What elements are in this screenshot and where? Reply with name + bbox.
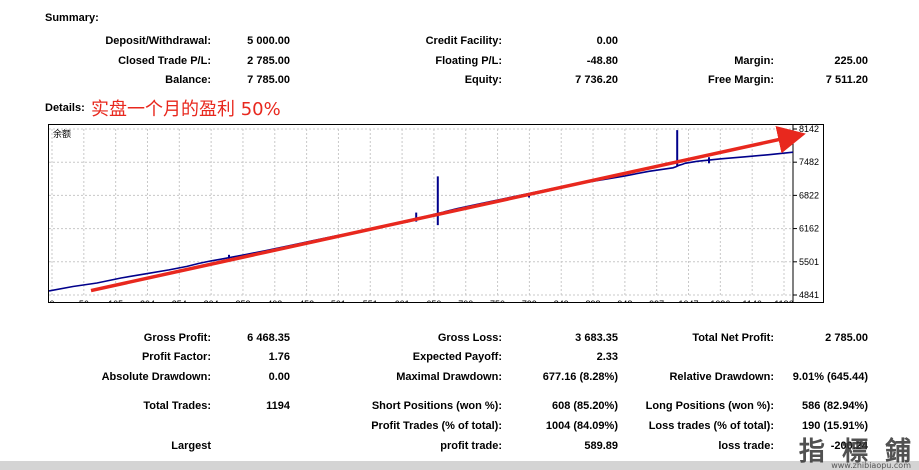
largest-profit-trade-value: 589.89 xyxy=(584,440,618,452)
short-positions-value: 608 (85.20%) xyxy=(551,400,618,412)
x-tick-label: 56 xyxy=(79,299,89,302)
balance-value: 7 785.00 xyxy=(247,74,290,86)
margin-label: Margin: xyxy=(734,55,774,67)
long-positions-label: Long Positions (won %): xyxy=(645,400,774,412)
gross-loss-value: 3 683.35 xyxy=(575,332,618,344)
equity-label: Equity: xyxy=(464,74,502,86)
x-tick-label: 948 xyxy=(617,299,632,302)
x-tick-label: 353 xyxy=(235,299,250,302)
credit-label: Credit Facility: xyxy=(425,35,502,47)
relative-drawdown-label: Relative Drawdown: xyxy=(669,371,774,383)
x-tick-label: 403 xyxy=(267,299,282,302)
x-tick-label: 750 xyxy=(490,299,505,302)
free-margin-label: Free Margin: xyxy=(707,74,774,86)
deposit-label: Deposit/Withdrawal: xyxy=(105,35,211,47)
total-net-profit-label: Total Net Profit: xyxy=(692,332,774,344)
x-tick-label: 501 xyxy=(331,299,346,302)
absolute-drawdown-value: 0.00 xyxy=(268,371,290,383)
balance-series-line xyxy=(48,151,794,292)
gross-profit-label: Gross Profit: xyxy=(143,332,211,344)
x-tick-label: 0 xyxy=(49,299,54,302)
x-tick-label: 1096 xyxy=(710,299,730,302)
y-tick-label: 6162 xyxy=(799,224,819,234)
details-title: Details: xyxy=(45,102,85,114)
x-tick-label: 452 xyxy=(299,299,314,302)
x-tick-label: 700 xyxy=(458,299,473,302)
expected-payoff-label: Expected Payoff: xyxy=(412,351,502,363)
floating-label: Floating P/L: xyxy=(435,55,502,67)
free-margin-value: 7 511.20 xyxy=(825,74,868,86)
total-trades-value: 1194 xyxy=(266,400,290,412)
x-tick-label: 254 xyxy=(172,299,187,302)
floating-value: -48.80 xyxy=(586,55,618,67)
short-positions-label: Short Positions (won %): xyxy=(371,400,502,412)
profit-trades-value: 1004 (84.09%) xyxy=(545,420,618,432)
x-tick-label: 1146 xyxy=(742,299,761,302)
loss-trades-value: 190 (15.91%) xyxy=(801,420,868,432)
x-tick-label: 650 xyxy=(426,299,441,302)
x-tick-label: 304 xyxy=(204,299,219,302)
trend-arrow xyxy=(90,125,806,293)
y-tick-label: 7482 xyxy=(799,157,819,167)
relative-drawdown-value: 9.01% (645.44) xyxy=(792,371,868,383)
watermark-url: www.zhibiaopu.com xyxy=(831,461,911,470)
gross-loss-label: Gross Loss: xyxy=(437,332,502,344)
x-tick-label: 997 xyxy=(649,299,664,302)
x-tick-label: 898 xyxy=(586,299,601,302)
gross-profit-value: 6 468.35 xyxy=(247,332,290,344)
x-tick-label: 1196 xyxy=(774,299,793,302)
x-tick-label: 204 xyxy=(140,299,155,302)
summary-title: Summary: xyxy=(45,12,99,24)
profit-trades-label: Profit Trades (% of total): xyxy=(371,420,502,432)
maximal-drawdown-value: 677.16 (8.28%) xyxy=(542,371,618,383)
maximal-drawdown-label: Maximal Drawdown: xyxy=(396,371,502,383)
balance-chart: 8142 7482 6822 6162 5501 4841 0 56 105 204 254 304 3… xyxy=(48,124,824,309)
credit-value: 0.00 xyxy=(596,35,618,47)
y-tick-label: 4841 xyxy=(799,290,819,300)
expected-payoff-value: 2.33 xyxy=(596,351,618,363)
deposit-value: 5 000.00 xyxy=(247,35,290,47)
watermark-logo: 指 標 鋪 xyxy=(798,437,915,467)
closed-pl-label: Closed Trade P/L: xyxy=(118,55,211,67)
profit-factor-label: Profit Factor: xyxy=(141,351,211,363)
x-tick-label: 849 xyxy=(554,299,569,302)
profit-annotation: 实盘一个月的盈利 50% xyxy=(91,99,281,120)
x-tick-label: 1047 xyxy=(679,299,699,302)
total-net-profit-value: 2 785.00 xyxy=(825,332,868,344)
equity-value: 7 736.20 xyxy=(575,74,618,86)
balance-label: Balance: xyxy=(165,74,211,86)
largest-loss-trade-label: loss trade: xyxy=(718,440,774,452)
x-tick-label: 799 xyxy=(522,299,537,302)
x-tick-label: 105 xyxy=(108,299,123,302)
largest-label: Largest xyxy=(171,440,211,452)
y-tick-label: 8142 xyxy=(799,125,819,134)
long-positions-value: 586 (82.94%) xyxy=(801,400,868,412)
closed-pl-value: 2 785.00 xyxy=(247,55,290,67)
total-trades-label: Total Trades: xyxy=(143,400,211,412)
largest-loss-trade-value: -200.24 xyxy=(830,440,868,452)
chart-label: 余额 xyxy=(53,128,71,139)
x-tick-label: 601 xyxy=(395,299,410,302)
profit-factor-value: 1.76 xyxy=(268,351,290,363)
x-tick-label: 551 xyxy=(363,299,378,302)
loss-trades-label: Loss trades (% of total): xyxy=(648,420,774,432)
y-tick-label: 5501 xyxy=(799,257,819,267)
margin-value: 225.00 xyxy=(834,55,868,67)
y-tick-label: 6822 xyxy=(799,190,819,200)
bottom-bar xyxy=(0,461,919,470)
absolute-drawdown-label: Absolute Drawdown: xyxy=(101,371,211,383)
largest-profit-trade-label: profit trade: xyxy=(440,440,502,452)
balance-chart-svg: 8142 7482 6822 6162 5501 4841 0 56 105 204 254 304 3… xyxy=(48,124,819,309)
